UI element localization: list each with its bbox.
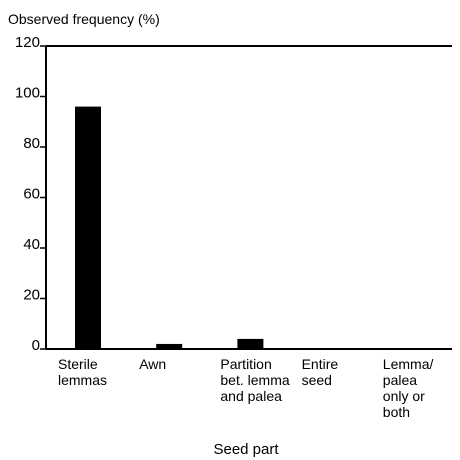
x-category-label: Sterile lemmas	[58, 356, 107, 388]
x-category-label: Partition bet. lemma and palea	[220, 356, 289, 404]
y-tick-label: 100	[15, 85, 40, 102]
y-tick-label: 40	[23, 236, 40, 253]
bar	[75, 106, 101, 349]
y-axis-label: Observed frequency (%)	[8, 11, 160, 27]
x-axis-label: Seed part	[213, 441, 279, 458]
x-category-labels: Sterile lemmas Awn Partition bet. lemma and p…	[58, 356, 433, 420]
y-tick-label: 60	[23, 186, 40, 203]
x-category-label: Entire seed	[302, 356, 339, 388]
bars	[75, 106, 264, 349]
y-tick-label: 120	[15, 34, 40, 51]
bar	[156, 343, 183, 349]
bar	[237, 338, 264, 349]
y-tick-label: 20	[23, 287, 40, 304]
x-category-label: Awn	[139, 356, 166, 372]
y-tick-label: 80	[23, 135, 40, 152]
y-ticks: 0 20 40 60 80 100 120	[15, 34, 46, 354]
y-tick-label: 0	[32, 337, 40, 354]
axes	[45, 45, 452, 350]
x-category-label: Lemma/palea only or both	[383, 356, 434, 420]
